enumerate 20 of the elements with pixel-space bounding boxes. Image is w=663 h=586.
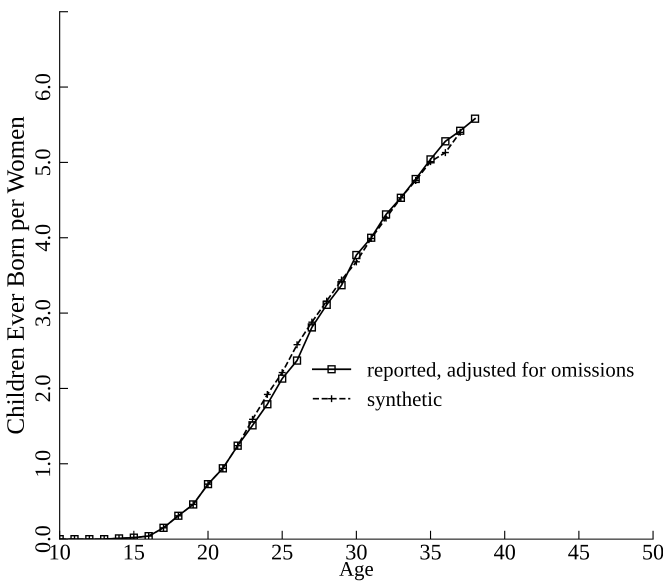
legend-label: synthetic: [368, 392, 442, 410]
y-tick-label: 5.0: [35, 149, 50, 176]
x-tick-label: 20: [198, 544, 218, 560]
x-tick-label: 45: [568, 544, 590, 560]
y-tick-label: 4.0: [35, 224, 50, 252]
x-tick-label: 50: [643, 544, 663, 560]
x-tick-label: 25: [272, 544, 292, 560]
x-tick-label: 40: [494, 544, 515, 560]
x-tick-label: 30: [346, 544, 367, 560]
y-axis-title: Children Ever Born per Women: [6, 116, 30, 434]
y-tick-label: 1.0: [35, 450, 50, 476]
y-tick-label: 2.0: [35, 375, 50, 402]
x-tick-label: 15: [124, 544, 144, 560]
legend-label: reported, adjusted for omissions: [367, 362, 634, 381]
y-tick-label: 0.0: [35, 526, 50, 552]
x-tick-label: 35: [420, 544, 441, 560]
y-tick-label: 6.0: [35, 74, 50, 100]
y-tick-label: 3.0: [35, 300, 50, 326]
x-tick-label: 10: [50, 544, 70, 560]
x-axis-title: Age: [339, 562, 373, 580]
